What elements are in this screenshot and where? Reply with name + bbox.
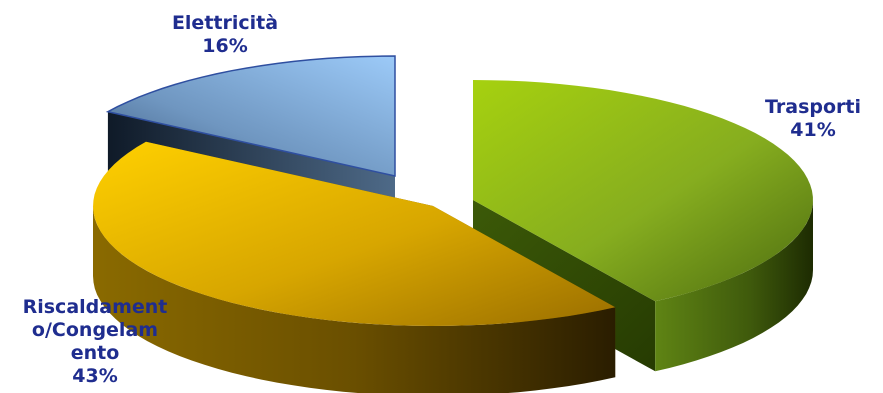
slice-riscaldamento (93, 141, 616, 393)
label-elettricita-value: 16% (202, 35, 248, 57)
slice-elettricita-top (105, 55, 396, 177)
label-trasporti: Trasporti 41% (748, 96, 878, 142)
slice-riscaldamento-top (93, 141, 616, 326)
slice-trasporti-top (473, 80, 813, 302)
label-trasporti-value: 41% (790, 119, 836, 141)
slice-trasporti-side-wall (655, 200, 813, 372)
label-riscaldamento: Riscaldament o/Congelam ento 43% (5, 296, 185, 388)
label-riscaldamento-value: 43% (72, 365, 118, 387)
label-riscaldamento-line-3: ento (70, 342, 120, 364)
label-riscaldamento-line-1: Riscaldament (22, 296, 168, 318)
label-riscaldamento-line-2: o/Congelam (31, 319, 159, 341)
label-elettricita-name: Elettricità (171, 12, 279, 34)
label-trasporti-name: Trasporti (765, 96, 861, 118)
label-elettricita: Elettricità 16% (155, 12, 295, 58)
slice-riscaldamento-side-wall (93, 206, 616, 393)
